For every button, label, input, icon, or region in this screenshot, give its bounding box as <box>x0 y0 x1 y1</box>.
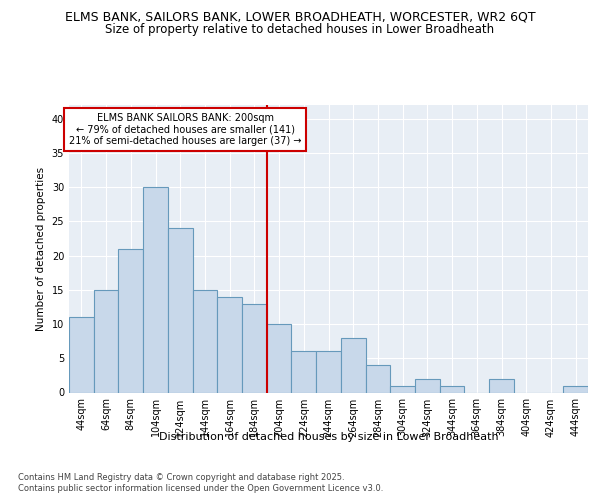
Text: Contains HM Land Registry data © Crown copyright and database right 2025.: Contains HM Land Registry data © Crown c… <box>18 472 344 482</box>
Text: Size of property relative to detached houses in Lower Broadheath: Size of property relative to detached ho… <box>106 23 494 36</box>
Bar <box>267 324 292 392</box>
Text: ELMS BANK, SAILORS BANK, LOWER BROADHEATH, WORCESTER, WR2 6QT: ELMS BANK, SAILORS BANK, LOWER BROADHEAT… <box>65 11 535 24</box>
Bar <box>365 365 390 392</box>
Bar <box>168 228 193 392</box>
Bar <box>341 338 365 392</box>
Bar <box>94 290 118 392</box>
Bar <box>242 304 267 392</box>
Bar <box>390 386 415 392</box>
Bar <box>415 379 440 392</box>
Y-axis label: Number of detached properties: Number of detached properties <box>36 166 46 331</box>
Bar <box>193 290 217 392</box>
Bar <box>292 352 316 393</box>
Bar <box>563 386 588 392</box>
Text: ELMS BANK SAILORS BANK: 200sqm
← 79% of detached houses are smaller (141)
21% of: ELMS BANK SAILORS BANK: 200sqm ← 79% of … <box>69 113 301 146</box>
Bar <box>69 317 94 392</box>
Bar <box>217 296 242 392</box>
Text: Distribution of detached houses by size in Lower Broadheath: Distribution of detached houses by size … <box>159 432 499 442</box>
Bar <box>489 379 514 392</box>
Bar <box>143 187 168 392</box>
Text: Contains public sector information licensed under the Open Government Licence v3: Contains public sector information licen… <box>18 484 383 493</box>
Bar <box>316 352 341 393</box>
Bar <box>440 386 464 392</box>
Bar <box>118 249 143 392</box>
